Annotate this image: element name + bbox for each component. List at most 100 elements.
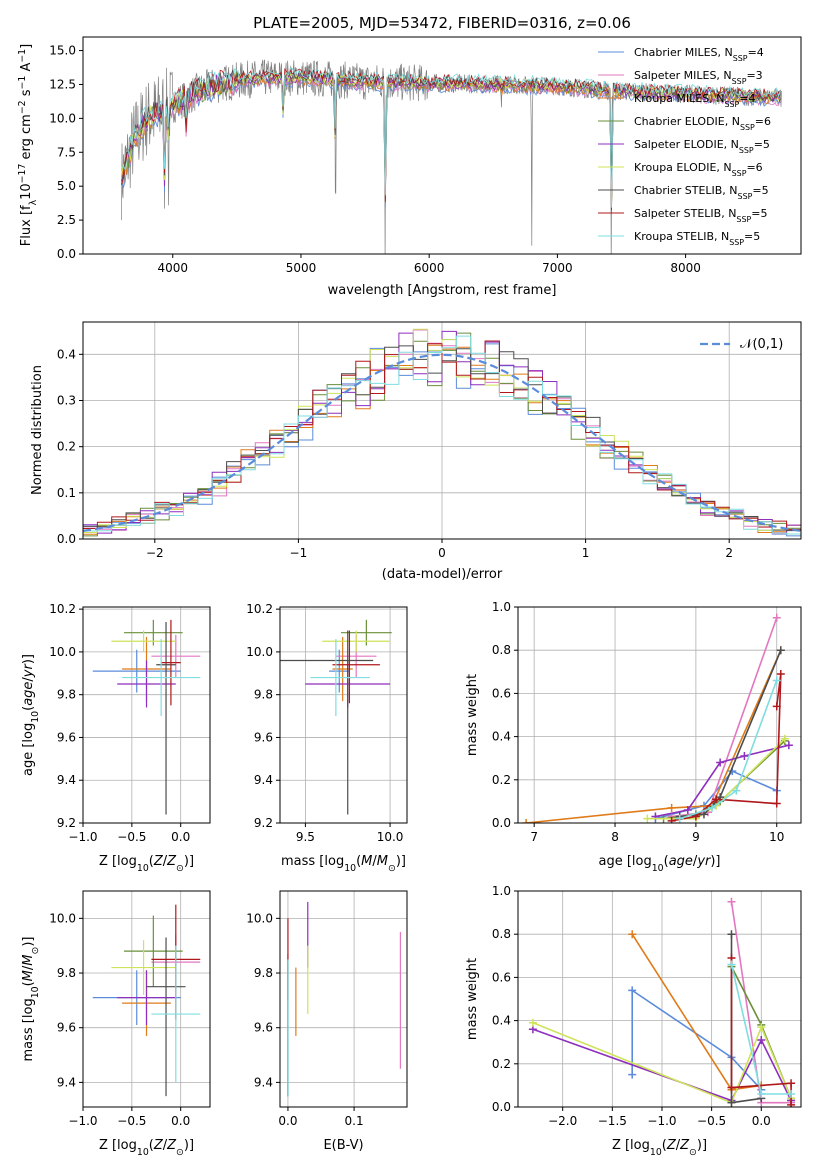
y-tick-label: 10.0: [49, 645, 76, 659]
axes-frame: [82, 890, 211, 1108]
axes-frame: [279, 890, 408, 1108]
series-marker-8: [787, 1079, 796, 1088]
axes-spectrum: 4000 5000 6000 7000 8000 0.0 2.5 5.0 7.5 10.0 12.5…: [17, 36, 802, 298]
y-tick-label: 9.6: [254, 1021, 273, 1035]
y-tick-label: 9.8: [254, 966, 273, 980]
series-marker-5: [757, 1036, 766, 1045]
x-tick-label: 10: [769, 830, 784, 844]
axes-frame: [517, 606, 802, 824]
x-axis-label-part: 10: [652, 863, 664, 874]
model-spectrum-line-9: [121, 67, 781, 208]
y-tick-label: 9.2: [254, 816, 273, 830]
y-tick-label: 10.0: [49, 111, 76, 125]
plot-area: [83, 328, 801, 538]
gaussian-curve: [83, 353, 801, 532]
legend-label-5-part: SSP: [739, 146, 754, 155]
legend-label-8-part: =5: [751, 207, 767, 220]
y-tick-label: 15.0: [49, 44, 76, 58]
y-axis-label-part: λ: [28, 199, 39, 205]
y-tick-label: 0.4: [492, 1014, 511, 1028]
y-tick-label: 9.8: [254, 688, 273, 702]
legend-label-2: Salpeter MILES, NSSP=3: [634, 69, 763, 86]
series-marker-8: [667, 816, 676, 823]
histogram-step-9: [83, 335, 801, 535]
series-marker-8: [712, 795, 721, 804]
series-marker-9: [675, 814, 684, 823]
y-tick-label: 0.6: [492, 686, 511, 700]
series-marker-3: [628, 930, 637, 939]
y-axis-label: age [log10(age/yr)]: [21, 654, 41, 776]
y-tick-label: 5.0: [57, 179, 76, 193]
x-tick-label: −1.0: [68, 830, 97, 844]
legend-label-3-part: Kroupa MILES, N: [634, 92, 724, 105]
y-axis-label-part: 10: [30, 711, 41, 723]
x-tick-label: 1: [582, 546, 590, 560]
axes-frame: [82, 321, 802, 540]
y-axis-label-part: yr: [21, 662, 36, 678]
series-marker-5: [740, 752, 749, 761]
series-marker-1: [628, 1070, 637, 1079]
y-tick-label: 0.1: [57, 486, 76, 500]
x-tick-label: 9: [692, 830, 700, 844]
legend-label-7: Chabrier STELIB, NSSP=5: [634, 184, 769, 201]
y-tick-label: 0.2: [492, 1057, 511, 1071]
y-tick-label: 9.6: [254, 730, 273, 744]
y-axis-label-part: mass [log: [21, 998, 36, 1061]
x-tick-label: 9.5: [296, 830, 315, 844]
x-tick-label: 0.0: [171, 830, 190, 844]
y-tick-label: 1.0: [492, 600, 511, 614]
x-axis-label: mass [log10(M/M⊙)]: [281, 854, 406, 874]
series-marker-5: [784, 741, 793, 750]
x-tick-label: −0.5: [697, 1114, 726, 1128]
series-marker-7: [776, 646, 785, 655]
y-tick-label: 0.0: [492, 1100, 511, 1114]
legend-label-1-part: Chabrier MILES, N: [634, 46, 733, 59]
x-tick-label: 0.0: [278, 1114, 297, 1128]
x-axis-label-part: /: [693, 854, 698, 869]
legend-label-9-part: SSP: [729, 238, 744, 247]
y-axis-label-part: )]: [21, 654, 36, 664]
x-axis-label-part: )]: [184, 854, 194, 869]
plot-area: [121, 59, 782, 254]
axes-frame: [517, 890, 802, 1108]
x-tick-label: −2.0: [548, 1114, 577, 1128]
y-axis-label-part: age [log: [21, 723, 36, 776]
x-axis-label-part: 10: [137, 1147, 149, 1158]
x-axis-label: Z [log10(Z/Z⊙)]: [99, 854, 194, 874]
series-marker-9: [772, 676, 781, 685]
series-marker-8: [787, 1100, 796, 1107]
legend-label-9-part: =5: [744, 230, 760, 243]
x-tick-label: −0.5: [117, 830, 146, 844]
x-axis-label-part: )]: [396, 854, 406, 869]
legend-label-7-part: =5: [752, 184, 768, 197]
x-tick-label: 0.1: [345, 1114, 364, 1128]
legend-label-8-part: Salpeter STELIB, N: [634, 207, 736, 220]
series-marker-6: [528, 1018, 537, 1027]
series-marker-9: [708, 803, 717, 812]
x-axis-label-part: Z: [679, 1138, 690, 1153]
x-tick-label: 2: [725, 546, 733, 560]
legend-label-3-part: =4: [739, 92, 755, 105]
y-tick-label: 9.6: [57, 730, 76, 744]
y-axis-label-part: ⊙: [30, 947, 41, 955]
series-marker-9: [787, 1090, 796, 1099]
y-tick-label: 0.3: [57, 393, 76, 407]
series-marker-6: [780, 734, 789, 743]
y-axis-label-part: /: [21, 965, 36, 970]
y-tick-label: 9.4: [57, 773, 76, 787]
axes-frame: [82, 606, 211, 824]
series-marker-2: [772, 613, 781, 622]
series-marker-8: [772, 799, 781, 808]
y-tick-label: 9.6: [57, 1021, 76, 1035]
y-axis-label: mass weight: [465, 674, 480, 756]
y-tick-label: 10.2: [246, 602, 273, 616]
x-axis-label-part: age [log: [598, 854, 651, 869]
series-marker-7: [727, 930, 736, 939]
plot-area: [522, 613, 793, 823]
x-axis-label-part: Z: [666, 1138, 677, 1153]
x-tick-label: −1.5: [598, 1114, 627, 1128]
series-marker-8: [727, 1083, 736, 1092]
x-axis-label-part: Z [log: [612, 1138, 650, 1153]
